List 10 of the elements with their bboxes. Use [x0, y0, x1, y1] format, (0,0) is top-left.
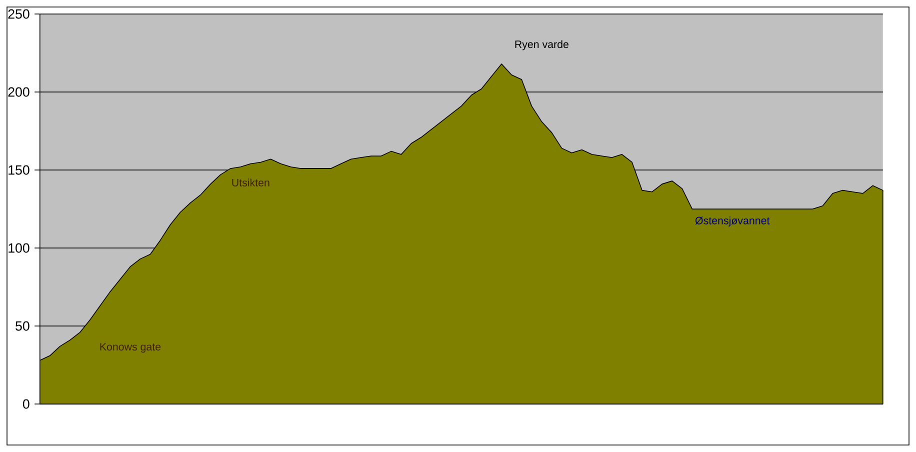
y-tick-label: 250: [8, 9, 30, 19]
annotation: Utsikten: [232, 178, 270, 186]
annotation: Østensjøvannet: [695, 216, 770, 226]
annotation: Konows gate: [100, 343, 161, 353]
y-tick-label: 0: [22, 399, 30, 409]
y-tick-label: 50: [16, 321, 30, 331]
annotation: Ryen varde: [515, 40, 568, 50]
y-tick-label: 100: [8, 243, 30, 253]
y-tick-label: 200: [8, 87, 30, 97]
y-tick-label: 150: [8, 165, 30, 175]
